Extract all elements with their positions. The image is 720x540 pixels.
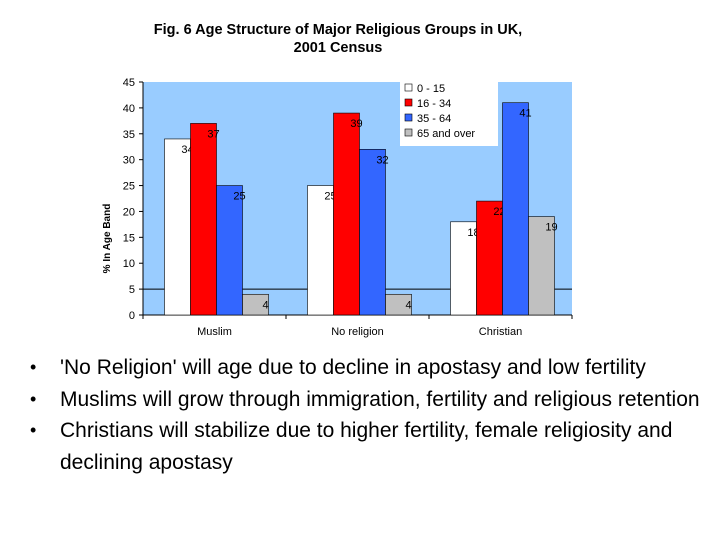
data-label: 37 (207, 128, 219, 140)
chart-title-line: 2001 Census (294, 40, 383, 56)
bar-chart: Fig. 6 Age Structure of Major Religious … (102, 22, 573, 338)
bar (333, 112, 360, 316)
legend-label: 16 - 34 (417, 98, 451, 110)
x-tick-label: Muslim (197, 326, 232, 338)
bullet-item: • Christians will stabilize due to higher… (28, 415, 708, 478)
bar (476, 200, 503, 316)
data-label: 39 (350, 118, 362, 130)
x-tick-label: No religion (331, 326, 384, 338)
y-axis-label: % In Age Band (102, 204, 113, 274)
bullet-icon: • (30, 357, 37, 377)
data-label: 32 (376, 154, 388, 166)
y-tick-label: 0 (129, 310, 135, 322)
y-tick-label: 10 (123, 258, 135, 270)
bar (216, 185, 243, 316)
bar (385, 293, 412, 316)
legend-swatch (404, 113, 413, 122)
y-tick-label: 25 (123, 181, 135, 193)
data-label: 19 (545, 222, 557, 234)
y-tick-label: 35 (123, 129, 135, 141)
bar (164, 138, 191, 316)
legend-label: 65 and over (417, 128, 475, 140)
bullet-text: Muslims will grow through immigration, f… (60, 387, 700, 411)
data-label: 4 (405, 299, 411, 311)
y-tick-label: 40 (123, 103, 135, 115)
data-label: 4 (262, 299, 268, 311)
y-tick-label: 45 (123, 77, 135, 89)
bar (307, 185, 334, 316)
y-tick-label: 15 (123, 232, 135, 244)
bar (528, 216, 555, 316)
chart-title-line: Fig. 6 Age Structure of Major Religious … (154, 22, 522, 38)
bullet-text: Christians will stabilize due to higher … (60, 419, 673, 474)
legend-box (400, 76, 498, 146)
bar (242, 293, 269, 316)
data-label: 41 (519, 108, 531, 120)
y-tick-label: 5 (129, 284, 135, 296)
legend-label: 35 - 64 (417, 113, 451, 125)
bullet-text: 'No Religion' will age due to decline in… (60, 356, 646, 379)
y-tick-label: 30 (123, 155, 135, 167)
y-tick-label: 20 (123, 206, 135, 218)
x-tick-label: Christian (479, 326, 522, 338)
bullet-icon: • (30, 388, 37, 409)
bullet-icon: • (30, 420, 37, 440)
legend-swatch (404, 98, 413, 107)
legend-swatch (404, 83, 413, 92)
legend-label: 0 - 15 (417, 83, 445, 95)
bullet-item: • 'No Religion' will age due to decline i… (28, 352, 708, 384)
bullet-list: • 'No Religion' will age due to decline i… (28, 352, 708, 478)
bar (190, 123, 217, 316)
data-label: 25 (233, 191, 245, 203)
bar (359, 149, 386, 316)
bar (502, 102, 529, 316)
bar (450, 221, 477, 316)
legend-swatch (404, 128, 413, 137)
bullet-item: • Muslims will grow through immigration, … (28, 384, 708, 416)
